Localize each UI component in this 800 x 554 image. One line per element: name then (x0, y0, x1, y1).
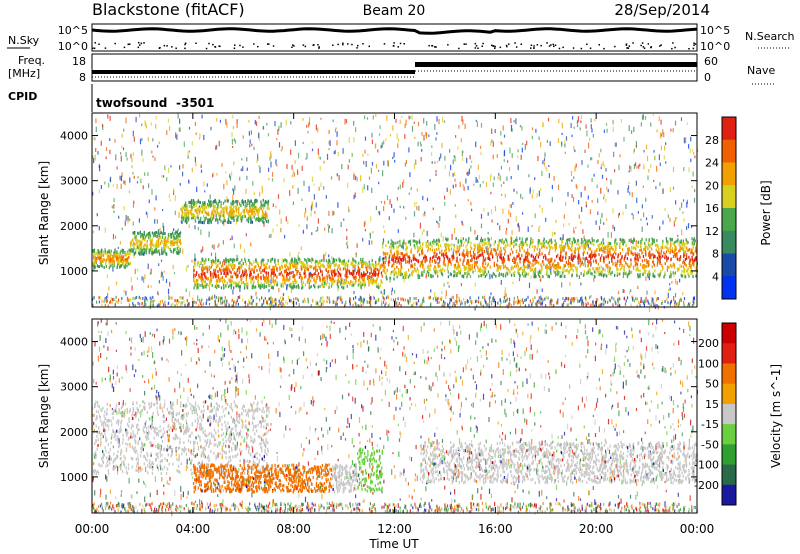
noise-tick-low-left: 10^0 (58, 40, 88, 53)
freq-panel: Freq. [MHz] 18 8 60 0 Nave (8, 53, 775, 85)
noise-tick-high-left: 10^5 (58, 24, 88, 37)
colorbar-tick-label: -15 (701, 418, 719, 431)
power-colorbar-label: Power [dB] (759, 180, 773, 245)
freq-label-2: [MHz] (8, 67, 40, 80)
y-tick-label: 4000 (60, 130, 88, 143)
x-axis-ticks: 00:00 04:00 08:00 12:00 16:00 20:00 00:00 (75, 113, 715, 536)
y-tick-label: 3000 (60, 381, 88, 394)
beam-title: Beam 20 (363, 3, 426, 19)
x-tick-label: 16:00 (478, 522, 513, 536)
nave-tick-high: 60 (704, 55, 718, 68)
colorbar-tick-label: 24 (705, 157, 719, 170)
cpid-panel: CPID twofsound -3501 (8, 84, 214, 112)
colorbar-tick-label: 15 (705, 398, 719, 411)
date-title: 28/Sep/2014 (614, 1, 710, 19)
noise-left-label: N.Sky (8, 34, 40, 47)
freq-tick-high: 18 (72, 55, 86, 68)
cpid-program: twofsound (96, 96, 167, 110)
colorbar-tick-label: 12 (705, 225, 719, 238)
colorbar-tick-label: 50 (705, 378, 719, 391)
noise-tick-low-right: 10^0 (700, 40, 730, 53)
x-axis-title: Time UT (368, 537, 419, 551)
colorbar-tick-label: -200 (694, 479, 719, 492)
colorbar-tick-label: 28 (705, 134, 719, 147)
colorbar-tick-label: 8 (712, 248, 719, 261)
freq-label-1: Freq. (18, 54, 45, 67)
nave-tick-low: 0 (704, 71, 711, 84)
colorbar-tick-label: 16 (705, 202, 719, 215)
freq-tick-low: 8 (79, 71, 86, 84)
x-tick-label: 00:00 (75, 522, 110, 536)
y-tick-label: 1000 (60, 471, 88, 484)
cpid-label: CPID (8, 90, 37, 103)
velocity-y-ticks: 1000 2000 3000 4000 (60, 336, 697, 484)
noise-search-dots (92, 42, 697, 50)
cpid-id: -3501 (176, 96, 214, 110)
y-tick-label: 1000 (60, 265, 88, 278)
velocity-colorbar: 200 100 50 15 -15 -50 -100 -200 (694, 322, 737, 506)
colorbar-tick-label: 100 (698, 357, 719, 370)
y-tick-label: 2000 (60, 220, 88, 233)
power-data (92, 113, 699, 313)
x-tick-label: 00:00 (680, 522, 715, 536)
noise-tick-high-right: 10^5 (700, 24, 730, 37)
radar-title: Blackstone (fitACF) (92, 0, 245, 19)
velocity-y-label: Slant Range [km] (37, 364, 51, 468)
colorbar-tick-label: -100 (694, 459, 719, 472)
power-y-ticks: 1000 2000 3000 4000 (60, 130, 697, 278)
y-tick-label: 3000 (60, 175, 88, 188)
nave-label: Nave (747, 64, 775, 77)
noise-right-label: N.Search (745, 30, 795, 43)
colorbar-tick-label: -50 (701, 438, 719, 451)
y-tick-label: 2000 (60, 426, 88, 439)
noise-panel: N.Sky 10^5 10^0 10^5 10^0 N.Search (7, 23, 795, 53)
x-tick-label: 12:00 (377, 522, 412, 536)
power-y-label: Slant Range [km] (37, 161, 51, 265)
colorbar-tick-label: 4 (712, 270, 719, 283)
power-panel: 1000 2000 3000 4000 Slant Range [km] 4 8 12 16… (37, 112, 773, 313)
x-tick-label: 08:00 (276, 522, 311, 536)
velocity-colorbar-label: Velocity [m s^-1] (769, 364, 783, 468)
y-tick-label: 4000 (60, 336, 88, 349)
x-tick-label: 04:00 (176, 522, 211, 536)
noise-sky-line (91, 27, 698, 35)
power-colorbar: 4 8 12 16 20 24 28 (705, 116, 737, 300)
colorbar-tick-label: 200 (698, 337, 719, 350)
velocity-data (92, 319, 699, 517)
colorbar-tick-label: 20 (705, 179, 719, 192)
x-tick-label: 20:00 (579, 522, 614, 536)
